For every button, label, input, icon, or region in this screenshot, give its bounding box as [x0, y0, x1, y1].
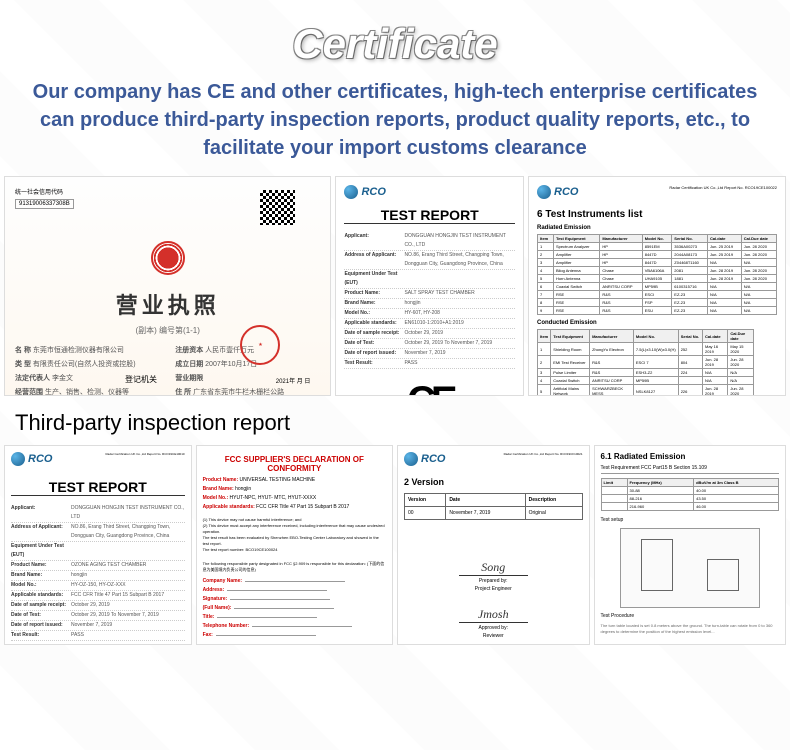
rco-logo-text: RCO [554, 186, 578, 198]
emission-doc: 6.1 Radiated Emission Test Requirement F… [594, 445, 787, 645]
report-header-right: Radar Certification UK Co.,Ltd Report No… [669, 185, 777, 204]
test-procedure-label: Test Procedure [601, 613, 780, 619]
certificates-row-1: 统一社会信用代码 91319006337308B 营业执照 (副本) 编号第(1… [0, 172, 790, 400]
sig1-label: Prepared by: [459, 575, 528, 586]
test-report-title: TEST REPORT [344, 207, 515, 224]
fcc-footer-fields: Company Name:Address:Signature:(Full Nam… [203, 577, 386, 639]
report-header-right: Radar Certification UK Co.,Ltd Report No… [504, 452, 583, 471]
qr-code-top [260, 190, 295, 225]
test-setup-diagram [620, 528, 760, 608]
fcc-fields: Product Name: UNIVERSAL TESTING MACHINEB… [203, 476, 386, 511]
fcc-body: (1) This device may not cause harmful in… [203, 517, 386, 553]
ce-mark-icon: CE [344, 379, 515, 396]
signature-1: Song [404, 560, 583, 575]
page-subtitle: Our company has CE and other certificate… [10, 78, 780, 162]
sig1-role: Project Engineer [404, 586, 583, 592]
fcc-footer: The following responsible party designat… [203, 561, 386, 573]
license-code-label: 统一社会信用代码 [15, 187, 74, 196]
conducted-emission-label: Conducted Emission [537, 320, 777, 326]
version-doc: RCO Radar Certification UK Co.,Ltd Repor… [397, 445, 590, 645]
section-title: Third-party inspection report [0, 400, 790, 441]
certificates-row-2: RCO Radar Certification UK Co.,Ltd Repor… [0, 441, 790, 649]
test-report-2-fields: Applicant:DONGGUAN HONGJIN TEST INSTRUME… [11, 504, 185, 641]
license-date: 2021年 月 日 [276, 376, 311, 385]
rco-logo: RCO [344, 185, 515, 199]
rco-logo: RCO [404, 452, 445, 466]
instruments-table-2: ItemTest EquipmentManufacturerModel No.S… [537, 329, 777, 396]
test-setup-label: Test setup [601, 517, 780, 523]
license-code: 91319006337308B [15, 199, 74, 209]
version-table: VersionDateDescription00November 7, 2019… [404, 493, 583, 520]
test-report-2: RCO Radar Certification UK Co.,Ltd Repor… [4, 445, 192, 645]
radiated-emission-label: Radiated Emission [537, 225, 777, 231]
ce-test-report: RCO TEST REPORT Applicant:DONGGUAN HONGJ… [335, 176, 524, 396]
version-title: 2 Version [404, 477, 583, 487]
license-authority: 登记机关 [125, 374, 157, 385]
sig2-role: Reviewer [404, 633, 583, 639]
emission-title: 6.1 Radiated Emission [601, 452, 780, 461]
rco-logo-text: RCO [421, 453, 445, 465]
rco-logo-text: RCO [361, 186, 385, 198]
rco-ball-icon [11, 452, 25, 466]
test-report-fields: Applicant:DONGGUAN HONGJIN TEST INSTRUME… [344, 232, 515, 369]
business-license: 统一社会信用代码 91319006337308B 营业执照 (副本) 编号第(1… [4, 176, 331, 396]
rco-logo: RCO [537, 185, 578, 199]
fcc-declaration: FCC SUPPLIER'S DECLARATION OF CONFORMITY… [196, 445, 393, 645]
instruments-list: RCO Radar Certification UK Co.,Ltd Repor… [528, 176, 786, 396]
rco-ball-icon [344, 185, 358, 199]
test-report-title: TEST REPORT [11, 479, 185, 496]
instruments-table-1: ItemTest EquipmentManufacturerModel No.S… [537, 234, 777, 315]
rco-logo: RCO [11, 452, 52, 466]
emission-sub: Test Requirement FCC Part15 B Section 15… [601, 465, 780, 474]
signature-2: Jmosh [404, 607, 583, 622]
sig2-label: Approved by: [459, 622, 528, 633]
rco-ball-icon [537, 185, 551, 199]
license-title: 营业执照 [15, 288, 320, 320]
national-emblem-icon [143, 233, 193, 283]
emission-limits-table: LimitFrequency (MHz)dBuV/m at 3m Class B… [601, 478, 780, 511]
instruments-title: 6 Test Instruments list [537, 209, 777, 220]
procedure-text: The turn table located is set 0.8 meters… [601, 623, 780, 634]
report-header-right: Radar Certification UK Co.,Ltd Report No… [106, 452, 185, 471]
fcc-title: FCC SUPPLIER'S DECLARATION OF CONFORMITY [203, 455, 386, 473]
rco-logo-text: RCO [28, 453, 52, 465]
rco-ball-icon [404, 452, 418, 466]
header: Certificate Our company has CE and other… [0, 0, 790, 172]
page-title: Certificate [10, 20, 780, 68]
